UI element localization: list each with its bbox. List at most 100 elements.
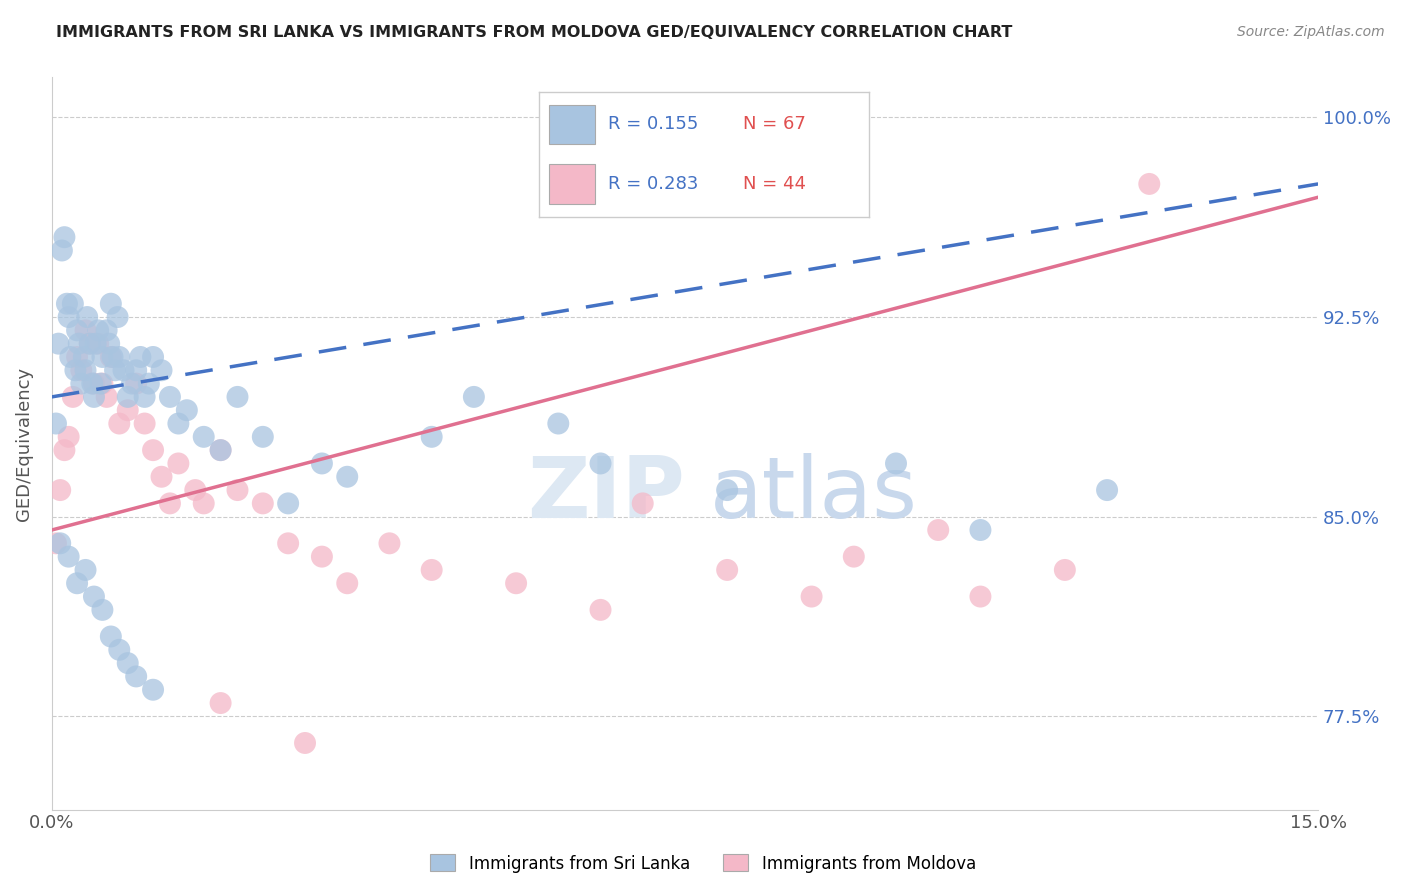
Point xyxy=(193,430,215,444)
Point xyxy=(125,376,148,391)
Point xyxy=(84,336,107,351)
Point xyxy=(83,590,105,604)
Text: Source: ZipAtlas.com: Source: ZipAtlas.com xyxy=(1237,25,1385,39)
Point xyxy=(53,230,76,244)
Point xyxy=(150,469,173,483)
Point xyxy=(311,549,333,564)
Point xyxy=(125,363,148,377)
Point xyxy=(142,443,165,458)
Point xyxy=(420,563,443,577)
Point xyxy=(100,630,122,644)
Point xyxy=(159,390,181,404)
Text: atlas: atlas xyxy=(710,453,918,536)
Point xyxy=(48,336,70,351)
Point xyxy=(58,310,80,324)
Point xyxy=(66,350,89,364)
Y-axis label: GED/Equivalency: GED/Equivalency xyxy=(15,367,32,521)
Point xyxy=(87,336,110,351)
Point xyxy=(67,336,90,351)
Point xyxy=(927,523,949,537)
Point xyxy=(53,443,76,458)
Point xyxy=(45,417,67,431)
Point xyxy=(83,390,105,404)
Point xyxy=(121,376,143,391)
Point xyxy=(842,549,865,564)
Point xyxy=(112,363,135,377)
Point xyxy=(98,336,121,351)
Text: ZIP: ZIP xyxy=(527,453,685,536)
Point xyxy=(51,244,73,258)
Point xyxy=(66,323,89,337)
Point xyxy=(58,549,80,564)
Point xyxy=(70,363,93,377)
Point xyxy=(884,457,907,471)
Point xyxy=(463,390,485,404)
Point xyxy=(252,496,274,510)
Point xyxy=(125,669,148,683)
Point xyxy=(1095,483,1118,497)
Point xyxy=(277,496,299,510)
Point xyxy=(716,483,738,497)
Point xyxy=(142,682,165,697)
Point xyxy=(100,296,122,310)
Point xyxy=(176,403,198,417)
Text: IMMIGRANTS FROM SRI LANKA VS IMMIGRANTS FROM MOLDOVA GED/EQUIVALENCY CORRELATION: IMMIGRANTS FROM SRI LANKA VS IMMIGRANTS … xyxy=(56,25,1012,40)
Point xyxy=(505,576,527,591)
Point xyxy=(101,350,124,364)
Point xyxy=(142,350,165,364)
Point xyxy=(87,323,110,337)
Point xyxy=(49,483,72,497)
Point xyxy=(117,656,139,670)
Point xyxy=(62,296,84,310)
Point xyxy=(56,296,79,310)
Point xyxy=(167,417,190,431)
Point xyxy=(96,323,118,337)
Point xyxy=(184,483,207,497)
Point xyxy=(336,469,359,483)
Point xyxy=(66,576,89,591)
Point xyxy=(108,350,131,364)
Point xyxy=(226,483,249,497)
Point xyxy=(45,536,67,550)
Point xyxy=(90,376,112,391)
Point xyxy=(134,390,156,404)
Point xyxy=(167,457,190,471)
Point xyxy=(82,376,104,391)
Point xyxy=(800,590,823,604)
Point xyxy=(193,496,215,510)
Point xyxy=(75,323,97,337)
Point xyxy=(58,430,80,444)
Point xyxy=(117,390,139,404)
Point xyxy=(209,443,232,458)
Point xyxy=(96,390,118,404)
Point xyxy=(108,417,131,431)
Point xyxy=(378,536,401,550)
Point xyxy=(589,457,612,471)
Point xyxy=(134,417,156,431)
Point xyxy=(129,350,152,364)
Point xyxy=(104,363,127,377)
Point xyxy=(159,496,181,510)
Point xyxy=(547,417,569,431)
Point xyxy=(76,310,98,324)
Point xyxy=(73,350,96,364)
Point xyxy=(209,696,232,710)
Point xyxy=(117,403,139,417)
Point xyxy=(336,576,359,591)
Point xyxy=(716,563,738,577)
Point xyxy=(108,642,131,657)
Point xyxy=(311,457,333,471)
Point xyxy=(107,310,129,324)
Point xyxy=(226,390,249,404)
Point xyxy=(420,430,443,444)
Point xyxy=(59,350,82,364)
Point xyxy=(91,376,114,391)
Point xyxy=(75,563,97,577)
Point xyxy=(209,443,232,458)
Point xyxy=(294,736,316,750)
Point xyxy=(631,496,654,510)
Point xyxy=(589,603,612,617)
Point xyxy=(100,350,122,364)
Point xyxy=(277,536,299,550)
Point xyxy=(79,336,101,351)
